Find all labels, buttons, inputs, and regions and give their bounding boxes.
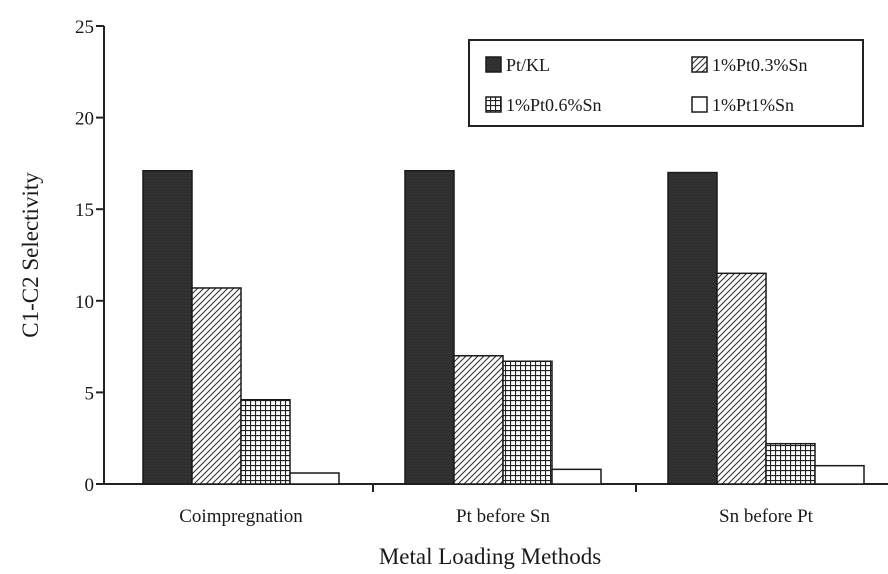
bar-2-1	[191, 287, 242, 485]
y-tick-label: 10	[75, 292, 94, 313]
bar-4-3	[814, 464, 865, 485]
legend-swatch	[485, 96, 502, 113]
y-tick-label: 0	[85, 475, 95, 496]
category-label: Sn before Pt	[719, 506, 814, 527]
y-ticks: 0 5 10 15 20 25	[75, 17, 104, 496]
bar-3-1	[240, 398, 291, 485]
y-tick-label: 25	[75, 17, 94, 38]
bar-2-2	[453, 355, 504, 485]
category-label: Coimpregnation	[179, 506, 303, 527]
legend: Pt/KL 1%Pt0.3%Sn 1%Pt0.6%Sn 1%Pt1%Sn	[468, 39, 864, 127]
legend-label: 1%Pt1%Sn	[712, 95, 794, 115]
y-tick-label: 20	[75, 109, 94, 130]
bar-3-3	[765, 442, 816, 485]
bar-3-2	[502, 360, 553, 485]
bar-4-1	[289, 472, 340, 485]
legend-label: 1%Pt0.3%Sn	[712, 55, 808, 75]
legend-swatch	[691, 56, 708, 73]
y-tick-label: 5	[85, 383, 95, 404]
bar-2-3	[716, 272, 767, 485]
category-label: Pt before Sn	[456, 506, 550, 527]
x-axis-title: Metal Loading Methods	[379, 544, 601, 569]
bars	[142, 169, 865, 485]
legend-label: Pt/KL	[506, 55, 550, 75]
y-axis-title: C1-C2 Selectivity	[18, 172, 43, 338]
bar-1-3	[667, 171, 718, 485]
y-tick-label: 15	[75, 200, 94, 221]
legend-swatch	[691, 96, 708, 113]
bar-1-2	[404, 169, 455, 485]
legend-box	[468, 39, 864, 127]
legend-label: 1%Pt0.6%Sn	[506, 95, 602, 115]
x-ticks	[372, 484, 637, 492]
bar-1-1	[142, 169, 193, 485]
bar-4-2	[551, 468, 602, 485]
legend-swatch	[485, 56, 502, 73]
category-labels: Coimpregnation Pt before Sn Sn before Pt	[179, 506, 813, 527]
